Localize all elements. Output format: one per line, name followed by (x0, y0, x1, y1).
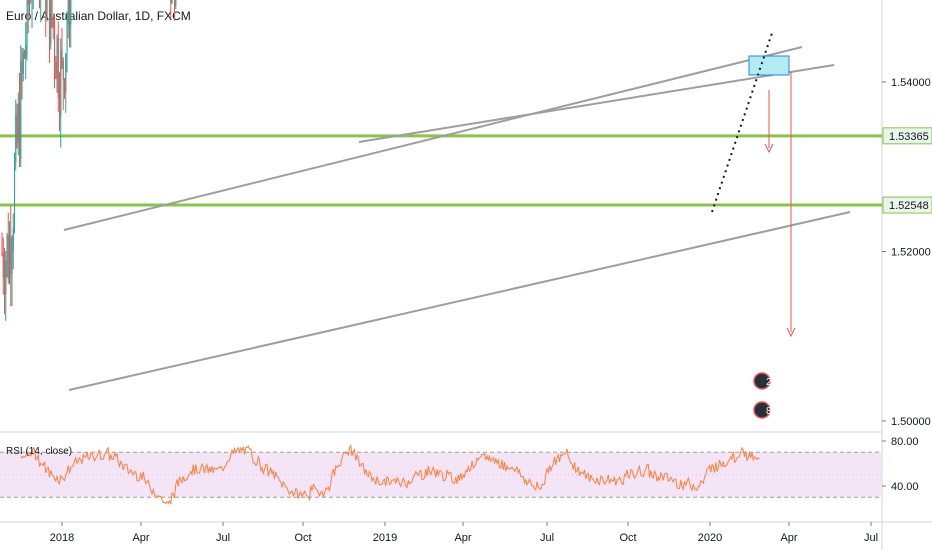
channel-upper-line[interactable] (63, 46, 803, 231)
candle-body (60, 49, 62, 117)
candle-body (174, 0, 176, 7)
candle-body (57, 37, 59, 98)
candle-body (11, 250, 13, 274)
candle-body (15, 114, 17, 163)
price-pane[interactable] (0, 0, 882, 432)
candle-body (70, 0, 72, 25)
candle-body (25, 45, 27, 58)
price-tick-label: 1.50000 (891, 416, 931, 428)
rsi-label: RSI (14, close) (6, 446, 72, 457)
time-tick-label: Apr (454, 532, 471, 544)
time-tick-label: 2018 (50, 532, 74, 544)
candle-body (16, 114, 18, 144)
candle-body (1, 251, 3, 253)
candle-body (62, 59, 64, 81)
candle-body (4, 277, 6, 295)
candle-body (17, 104, 19, 144)
candle-body (21, 61, 23, 74)
candle-body (10, 237, 12, 274)
candle-body (2, 252, 4, 278)
candle-body (171, 0, 173, 3)
price-badges: 1.724821.689241.533651.525481.6688206:07… (882, 127, 932, 214)
candle-body (51, 0, 53, 19)
event-marker-icon[interactable] (753, 401, 771, 419)
candle-body (67, 0, 69, 25)
candle-body (66, 24, 68, 55)
candle-body (12, 227, 14, 251)
time-tick-label: Jul (864, 532, 878, 544)
level-badge (882, 196, 932, 214)
candle-body (175, 0, 177, 7)
time-tick-label: Jul (540, 532, 554, 544)
candle-body (46, 0, 48, 14)
target-zone-box[interactable] (748, 55, 790, 76)
candle-body (24, 52, 26, 58)
time-tick-label: 2019 (373, 532, 397, 544)
chart-title: Euro / Australian Dollar, 1D, FXCM (6, 9, 191, 23)
projection-arrow-short-head (764, 143, 774, 154)
candle-body (27, 0, 29, 5)
candle-body (65, 54, 67, 93)
rsi-axis[interactable]: 80.00 40.00 (882, 436, 919, 493)
candle-body (54, 27, 56, 62)
projection-arrow-long-head (786, 327, 796, 338)
candle-body (52, 18, 54, 28)
rsi-band-group (0, 451, 882, 498)
level-badge (882, 127, 932, 145)
event-marker-icon[interactable] (753, 372, 771, 390)
candle-body (55, 61, 57, 80)
candle-body (29, 0, 31, 5)
rsi-tick-label: 80.00 (891, 436, 919, 448)
candle-body (6, 235, 8, 261)
time-tick-label: Apr (780, 532, 797, 544)
candle-body (59, 97, 61, 117)
candle-body (5, 260, 7, 295)
price-tick-label: 1.54000 (891, 77, 931, 89)
time-tick-label: Apr (132, 532, 149, 544)
event-marker-count: 2 (766, 377, 772, 388)
channel-inner-line[interactable] (358, 64, 835, 143)
candle-body (19, 104, 21, 159)
channel-lower-line[interactable] (68, 211, 851, 391)
time-axis[interactable]: 2018 Apr Jul Oct 2019 Apr Jul Oct 2020 Apr Jul (50, 522, 878, 544)
rsi-group (20, 443, 760, 505)
candle-body (20, 61, 22, 159)
rsi-tick-label: 40.00 (891, 481, 919, 493)
level-badge-label: 1.52548 (889, 200, 929, 212)
candle-body (49, 0, 51, 45)
candle-body (69, 0, 71, 25)
candle-body (50, 0, 52, 45)
candle-body (9, 237, 11, 279)
candle-body (61, 49, 63, 60)
time-tick-label: Oct (619, 532, 636, 544)
time-tick-label: Jul (216, 532, 230, 544)
candle-body (45, 0, 47, 14)
candle-body (14, 162, 16, 228)
levels-group (0, 46, 882, 391)
level-badge-label: 1.53365 (889, 131, 929, 143)
time-tick-label: 2020 (698, 532, 722, 544)
event-marker-count: 8 (766, 406, 772, 417)
candle-body (26, 0, 28, 46)
candle-body (22, 52, 24, 74)
candles-group (1, 0, 177, 321)
candle-body (170, 0, 172, 3)
time-tick-label: Oct (294, 532, 311, 544)
price-tick-label: 1.52000 (891, 247, 931, 259)
price-axis[interactable]: 1.720001.700001.680001.660001.640001.620… (882, 0, 931, 428)
dotted-trend-line[interactable] (711, 29, 774, 213)
rsi-line[interactable] (20, 443, 760, 505)
candle-body (56, 37, 58, 80)
candle-body (64, 80, 66, 93)
overlay-group: 28 (711, 29, 796, 419)
candle-body (7, 235, 9, 279)
